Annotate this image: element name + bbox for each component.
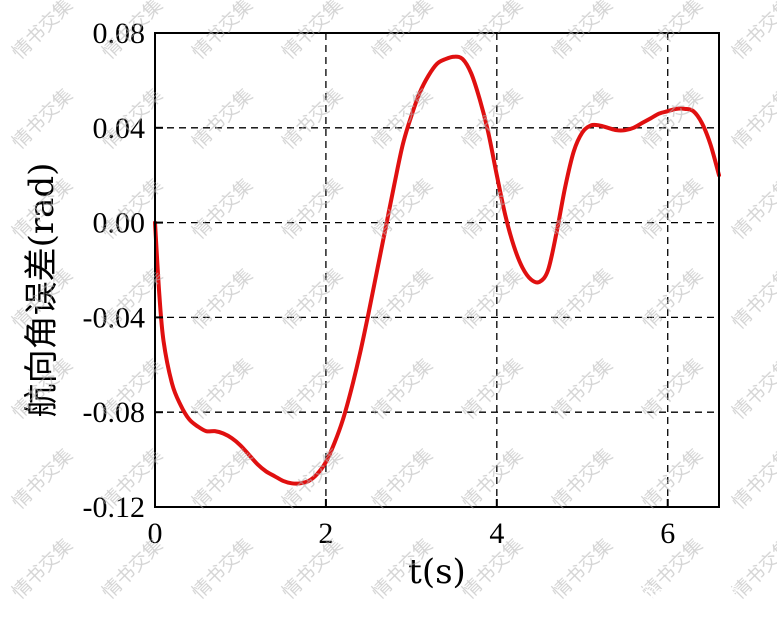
x-axis-title: t(s) <box>408 552 466 592</box>
y-tick-label: 0.08 <box>93 17 146 50</box>
y-axis-title: 航向角误差(rad) <box>22 163 62 418</box>
gridlines <box>155 33 719 507</box>
credit-text: 知乎 @大城小爱 <box>592 581 738 605</box>
x-tick-label: 6 <box>660 517 675 550</box>
series-line <box>153 54 721 486</box>
y-tick-labels: 0.08 0.04 0.00 -0.04 -0.08 -0.12 <box>83 17 146 524</box>
y-tick-label: 0.04 <box>93 112 146 145</box>
x-tick-label: 0 <box>148 517 163 550</box>
series-layer <box>153 54 721 486</box>
ticks <box>154 32 669 508</box>
plot-frame <box>154 32 720 508</box>
x-tick-labels: 0 2 4 6 <box>148 517 676 550</box>
y-tick-label: -0.08 <box>83 396 146 429</box>
y-tick-label: -0.12 <box>83 491 146 524</box>
y-tick-label: 0.00 <box>93 207 146 240</box>
x-tick-label: 2 <box>318 517 333 550</box>
x-tick-label: 4 <box>489 517 504 550</box>
credit-subtext: CSDN @985计算机硕士 <box>612 608 756 623</box>
y-tick-label: -0.04 <box>83 301 146 334</box>
